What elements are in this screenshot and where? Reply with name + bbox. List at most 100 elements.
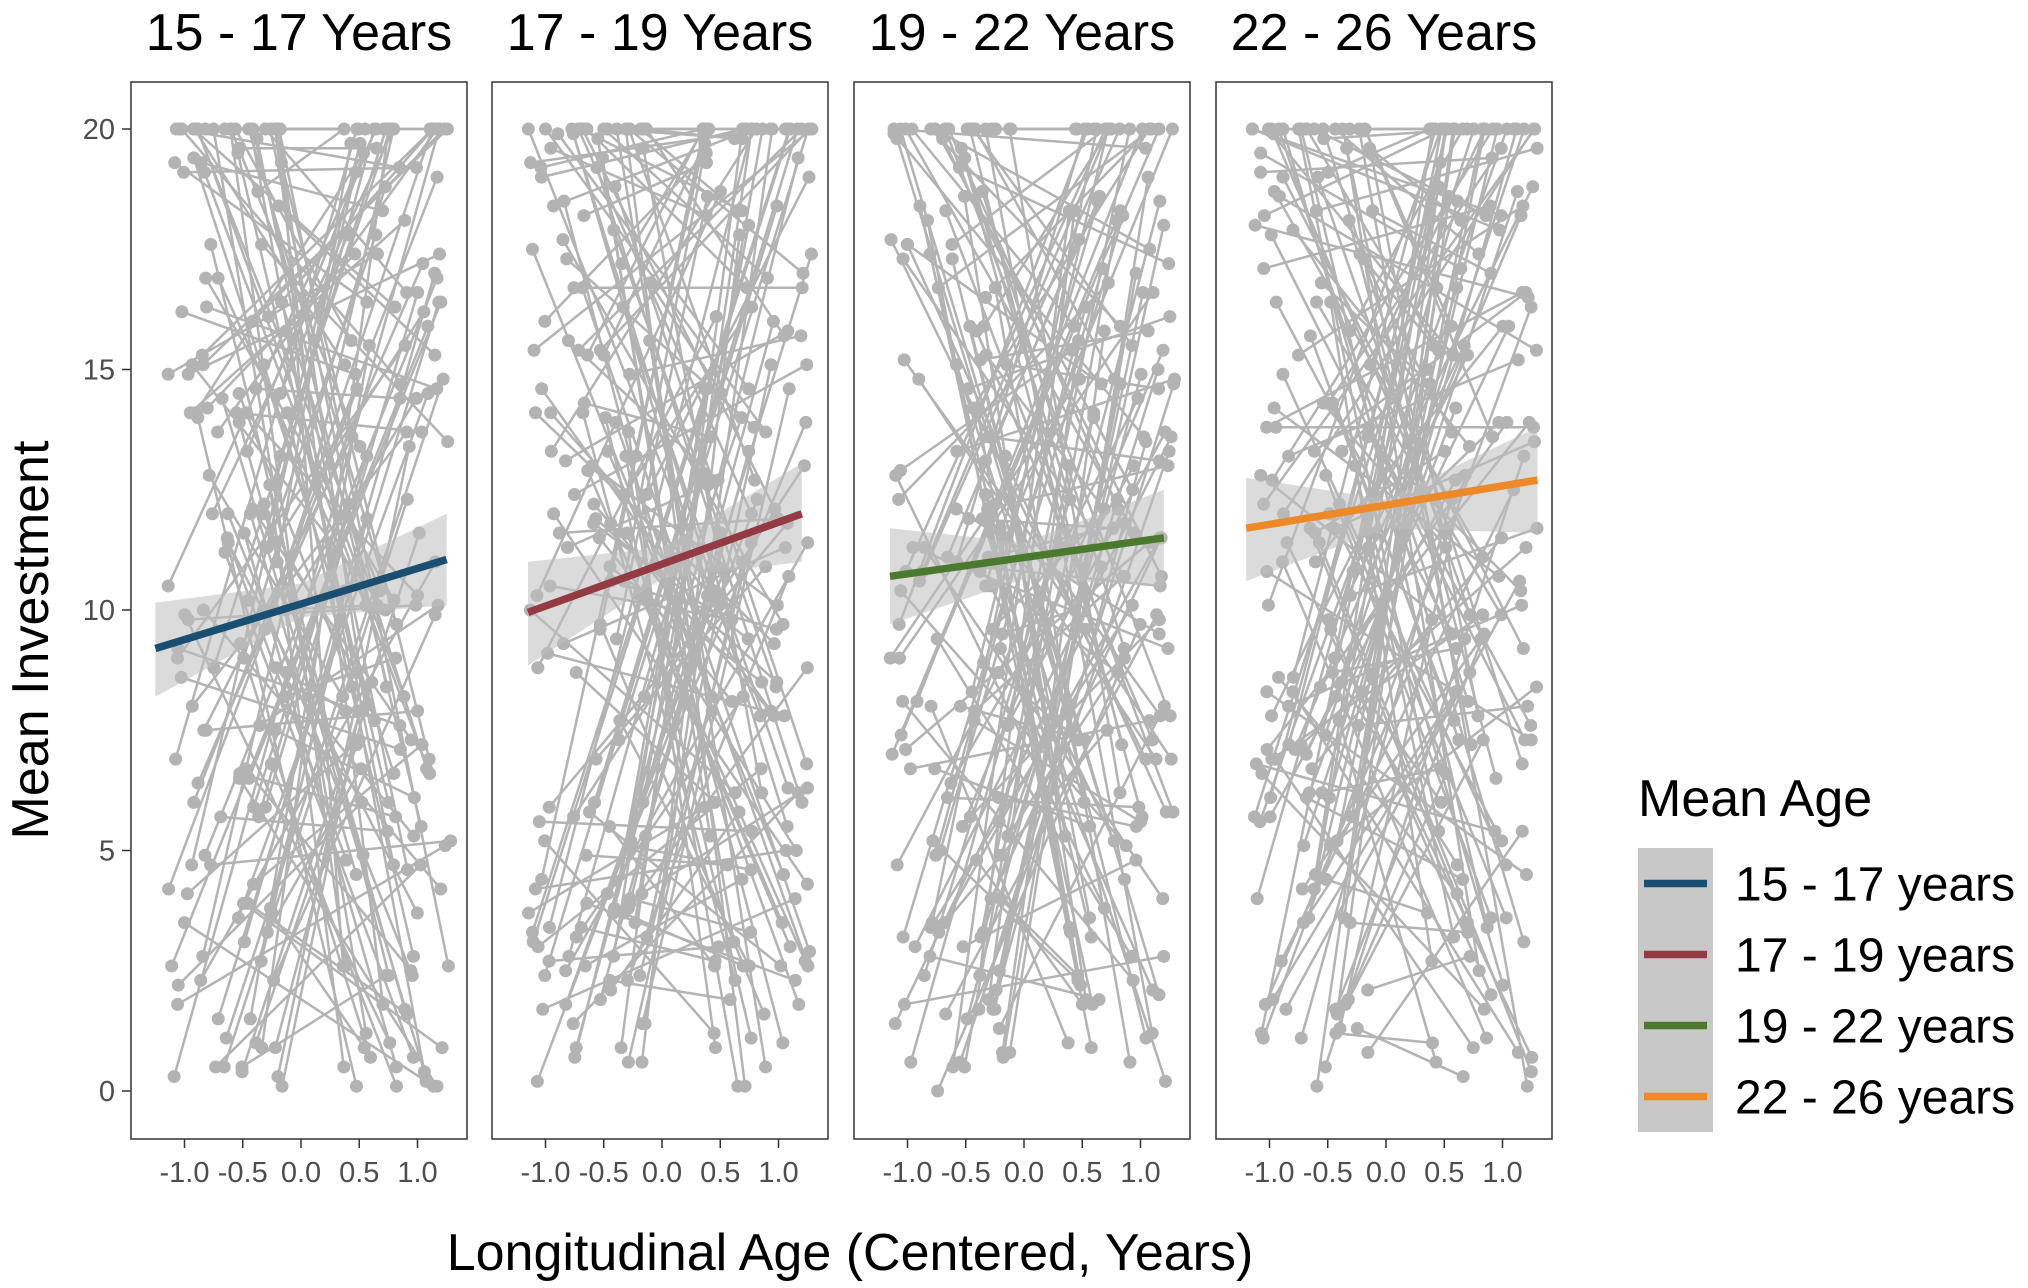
trajectory-point — [542, 954, 556, 968]
trajectory-line — [1338, 475, 1467, 1029]
trajectory-point — [1250, 892, 1264, 906]
trajectory-point — [393, 718, 407, 732]
trajectory-point — [623, 367, 637, 381]
trajectory-point — [903, 762, 917, 776]
legend-entry-2: 17 - 19 years — [1638, 919, 2015, 990]
trajectory-point — [789, 844, 803, 857]
trajectory-line — [564, 571, 725, 1005]
trajectory-line — [988, 435, 1160, 463]
trajectory-point — [953, 699, 967, 713]
trajectory-point — [1153, 194, 1167, 208]
trajectory-point — [561, 334, 575, 348]
trajectory-line — [594, 517, 778, 684]
trajectory-point — [942, 122, 956, 136]
trajectory-point — [1454, 261, 1468, 275]
trajectory-line — [1351, 344, 1466, 573]
trajectory-point — [939, 1007, 953, 1021]
trajectory-point — [200, 401, 214, 415]
trajectory-point — [526, 935, 540, 949]
trajectory-point — [1525, 1050, 1539, 1064]
trajectory-point — [609, 632, 623, 646]
trajectory-point — [788, 973, 802, 987]
trajectory-point — [1126, 973, 1140, 987]
trajectory-line — [904, 128, 1107, 573]
trajectory-line — [275, 666, 415, 837]
trajectory-point — [1158, 1074, 1172, 1088]
trajectory-point — [777, 709, 791, 723]
trajectory-line — [980, 329, 1149, 362]
trajectory-point — [698, 136, 712, 150]
x-tick-label: 0.5 — [1062, 1157, 1102, 1189]
trajectory-line — [1281, 176, 1525, 650]
trajectory-line — [624, 128, 747, 1087]
x-tick-label: 0.0 — [1366, 1157, 1406, 1189]
trajectory-point — [1350, 1021, 1364, 1035]
trajectory-point — [589, 512, 603, 526]
trajectory-point — [592, 531, 606, 545]
trajectory-point — [1492, 415, 1506, 429]
trajectory-point — [892, 492, 906, 506]
trajectory-point — [1438, 444, 1452, 458]
trajectory-point — [738, 1079, 752, 1093]
trajectory-point — [620, 973, 634, 987]
trajectory-point — [794, 329, 808, 343]
trajectory-point — [1097, 324, 1111, 338]
trajectory-point — [776, 1036, 790, 1050]
trajectory-line — [220, 815, 388, 833]
x-tick-label: -0.5 — [579, 1157, 629, 1189]
trajectory-point — [925, 916, 939, 930]
trajectory-point — [525, 242, 539, 256]
trajectory-line — [536, 498, 759, 1082]
trajectory-point — [1346, 565, 1360, 579]
trajectory-line — [237, 393, 430, 919]
trajectory-point — [1165, 122, 1179, 136]
trajectory-line — [1335, 128, 1484, 842]
trajectory-point — [708, 795, 722, 809]
trajectory-point — [538, 314, 552, 328]
trajectory-point — [988, 1002, 1002, 1016]
trajectory-point — [1156, 892, 1170, 906]
trajectory-point — [410, 906, 424, 920]
trajectory-point — [1363, 358, 1377, 372]
trajectory-point — [434, 882, 448, 896]
trajectory-point — [890, 858, 904, 872]
trajectory-point — [257, 507, 271, 521]
trajectory-point — [635, 887, 649, 901]
trajectory-point — [1167, 377, 1181, 391]
trajectory-point — [339, 853, 353, 867]
trajectory-point — [567, 488, 581, 502]
trajectory-point — [1517, 122, 1531, 136]
trajectory-point — [933, 844, 947, 857]
trajectory-point — [348, 247, 362, 261]
trajectory-line — [904, 128, 1136, 534]
trajectory-line — [1006, 657, 1126, 837]
trajectory-point — [357, 1041, 371, 1055]
trajectory-point — [529, 406, 543, 420]
trajectory-point — [559, 964, 573, 978]
trajectory-point — [884, 233, 898, 247]
trajectory-point — [1494, 209, 1508, 223]
trajectory-point — [273, 387, 287, 401]
trajectory-point — [1321, 165, 1335, 179]
trajectory-point — [416, 257, 430, 271]
trajectory-point — [1520, 1079, 1534, 1093]
trajectory-point — [1526, 180, 1540, 194]
legend-label: 15 - 17 years — [1735, 859, 2015, 912]
trajectory-point — [580, 348, 594, 362]
trajectory-point — [908, 940, 922, 954]
facet-title: 19 - 22 Years — [869, 4, 1175, 62]
trajectory-line — [1284, 580, 1521, 1010]
trajectory-point — [931, 281, 945, 295]
trajectory-point — [1319, 468, 1333, 482]
trajectory-point — [780, 819, 794, 833]
trajectory-point — [1260, 420, 1274, 434]
trajectory-point — [1261, 598, 1275, 612]
trajectory-point — [205, 507, 219, 521]
trajectory-point — [398, 338, 412, 352]
trajectory-point — [636, 141, 650, 155]
trajectory-point — [643, 276, 657, 290]
trajectory-point — [200, 300, 214, 314]
trajectory-point — [577, 209, 591, 223]
trajectory-line — [951, 128, 1107, 246]
trajectory-line — [1344, 773, 1448, 1005]
